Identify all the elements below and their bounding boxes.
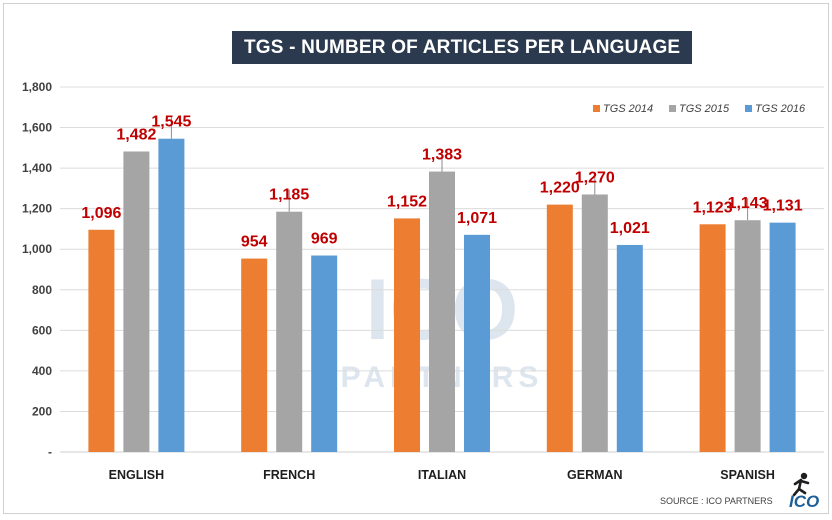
bar-french-tgs-2015	[276, 211, 303, 452]
footer: SOURCE : ICO PARTNERS ICO	[660, 472, 819, 511]
bar-italian-tgs-2016	[464, 234, 490, 452]
y-tick-label: 1,000	[22, 242, 52, 256]
bar-german-tgs-2014	[546, 204, 573, 452]
chart-frame: TGS - NUMBER OF ARTICLES PER LANGUAGE IC…	[3, 3, 829, 514]
x-tick-label: FRENCH	[263, 468, 315, 482]
legend-swatch	[669, 105, 676, 112]
bar-spanish-tgs-2016	[769, 222, 796, 452]
bar-english-tgs-2014	[88, 229, 115, 452]
y-tick-label: 800	[32, 283, 52, 297]
x-tick-label: ITALIAN	[418, 468, 466, 482]
x-axis: ENGLISH FRENCH ITALIAN GERMAN SPANISH	[109, 468, 775, 482]
x-tick-label: GERMAN	[567, 468, 623, 482]
source-note: SOURCE : ICO PARTNERS	[660, 496, 773, 506]
data-label: 1,123	[693, 199, 733, 216]
data-label: 1,545	[151, 114, 191, 131]
legend-swatch	[745, 105, 752, 112]
bar-italian-tgs-2014	[394, 218, 420, 452]
legend: TGS 2014 TGS 2015 TGS 2016	[593, 103, 806, 115]
bar-french-tgs-2014	[241, 258, 268, 452]
bar-spanish-tgs-2014	[699, 224, 726, 452]
y-tick-label: 400	[32, 364, 52, 378]
y-tick-label: 200	[32, 404, 52, 418]
error-bars	[170, 116, 749, 221]
data-label: 1,096	[81, 205, 121, 222]
data-label: 1,071	[457, 210, 497, 227]
y-tick-label: 1,800	[22, 80, 52, 94]
data-label: 1,220	[540, 180, 580, 197]
data-label: 1,021	[610, 220, 650, 237]
y-tick-label: 1,600	[22, 121, 52, 135]
data-label: 1,383	[422, 147, 462, 164]
data-label: 1,185	[269, 187, 309, 204]
data-label: 1,482	[116, 126, 156, 143]
bar-german-tgs-2016	[616, 244, 643, 452]
data-label: 969	[311, 231, 338, 248]
x-tick-label: SPANISH	[720, 468, 775, 482]
y-tick-label: 1,400	[22, 161, 52, 175]
bar-english-tgs-2015	[123, 151, 150, 452]
x-tick-label: ENGLISH	[109, 468, 165, 482]
y-tick-label: 600	[32, 323, 52, 337]
y-tick-label: -	[48, 445, 52, 459]
legend-label: TGS 2015	[679, 103, 730, 115]
data-label: 954	[241, 234, 268, 251]
y-axis: - 200 400 600 800 1,000 1,200 1,400 1,600 1,800	[22, 80, 52, 459]
legend-swatch	[593, 105, 600, 112]
bar-french-tgs-2016	[311, 255, 338, 452]
logo-text: ICO	[789, 492, 819, 511]
data-label: 1,152	[387, 193, 427, 210]
legend-label: TGS 2016	[755, 103, 806, 115]
chart-title: TGS - NUMBER OF ARTICLES PER LANGUAGE	[232, 31, 693, 64]
bar-spanish-tgs-2015	[734, 220, 761, 452]
bar-german-tgs-2015	[581, 194, 608, 452]
bar-chart: ICO PARTNERS -2004006008001,0001,2001,40…	[22, 80, 824, 511]
data-label: 1,143	[728, 195, 768, 212]
y-tick-label: 1,200	[22, 202, 52, 216]
bar-italian-tgs-2015	[429, 171, 455, 452]
bars	[88, 138, 796, 453]
data-label: 1,131	[763, 198, 803, 215]
data-label: 1,270	[575, 169, 615, 186]
legend-label: TGS 2014	[603, 103, 653, 115]
bar-english-tgs-2016	[158, 138, 185, 453]
runner-icon	[792, 472, 810, 497]
